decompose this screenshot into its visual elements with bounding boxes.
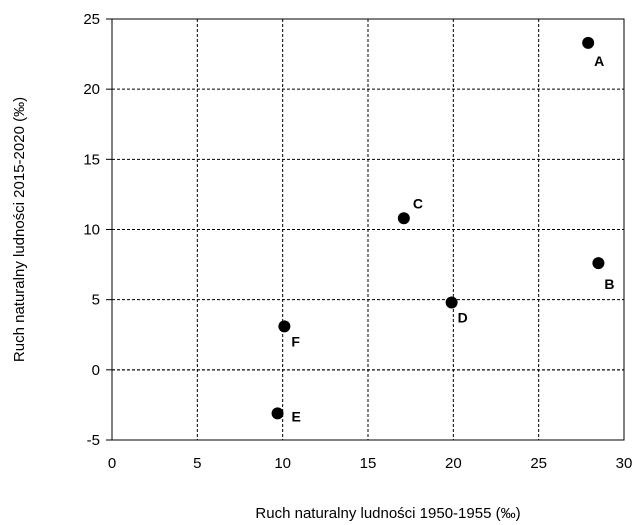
point-labels: A B C D E F <box>291 53 614 424</box>
y-tick-label: 10 <box>83 222 100 239</box>
data-point-d <box>445 296 458 309</box>
y-tick-label: 15 <box>83 151 100 168</box>
y-tick-label: -5 <box>87 432 100 449</box>
grid <box>112 19 624 440</box>
x-tick-label: 15 <box>360 455 377 472</box>
data-point-a <box>582 36 595 49</box>
y-tick-label: 25 <box>83 11 100 28</box>
point-label-b: B <box>604 276 614 292</box>
x-tick-label: 30 <box>616 455 633 472</box>
y-tick-label: 5 <box>92 292 100 309</box>
data-points <box>271 36 605 420</box>
point-label-a: A <box>594 53 604 69</box>
y-tick-label: 0 <box>92 362 100 379</box>
data-point-e <box>271 407 284 420</box>
x-tick-label: 5 <box>193 455 201 472</box>
y-tick-label: 20 <box>83 81 100 98</box>
data-point-f <box>278 320 291 333</box>
x-axis-title: Ruch naturalny ludności 1950-1955 (‰) <box>255 505 520 522</box>
point-label-e: E <box>292 408 301 424</box>
x-tick-label: 10 <box>274 455 291 472</box>
tick-labels: 0 5 10 15 20 25 30 -5 0 5 10 15 20 25 <box>83 11 632 472</box>
point-label-c: C <box>413 195 423 211</box>
y-axis-title: Ruch naturalny ludności 2015-2020 (‰) <box>11 97 28 362</box>
data-point-c <box>397 212 410 225</box>
point-label-f: F <box>291 333 300 349</box>
axes <box>106 18 112 441</box>
x-tick-label: 0 <box>108 455 116 472</box>
x-tick-label: 20 <box>445 455 462 472</box>
x-tick-label: 25 <box>530 455 547 472</box>
data-point-b <box>592 257 605 270</box>
point-label-d: D <box>458 309 468 325</box>
